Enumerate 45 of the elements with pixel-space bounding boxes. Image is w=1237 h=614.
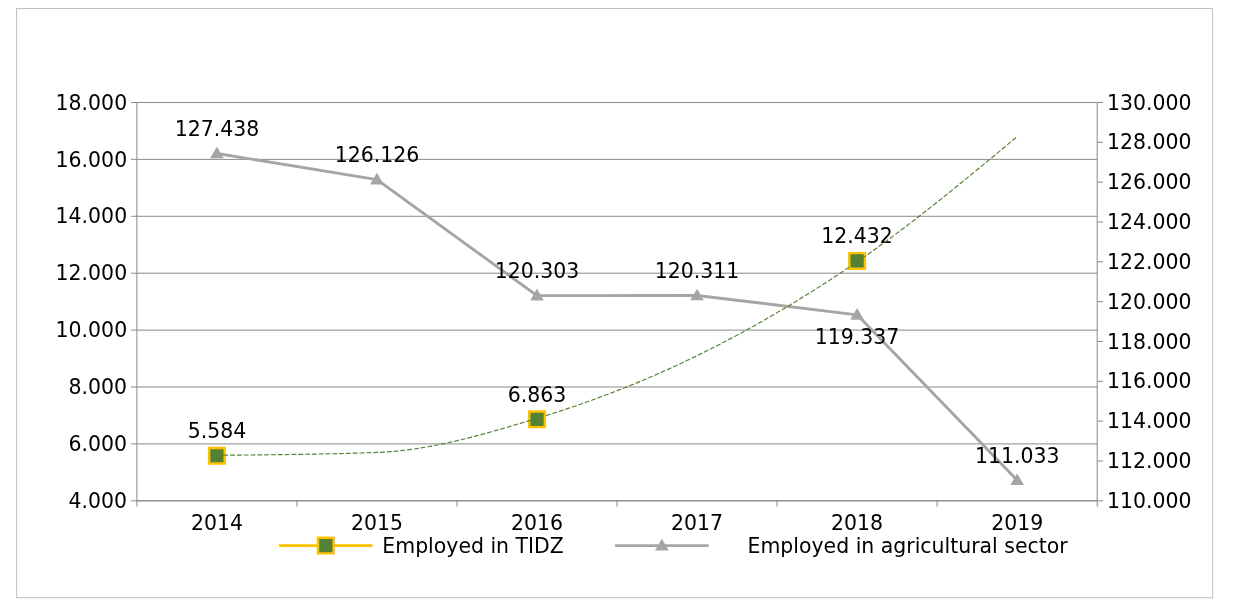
point	[528, 410, 547, 429]
data-label: 126.126	[334, 143, 420, 168]
x-tick-label: 2017	[671, 511, 724, 536]
point	[207, 446, 226, 465]
point	[210, 146, 224, 159]
y2-tick-label: 120.000	[1106, 289, 1192, 314]
data-label: 111.033	[974, 443, 1060, 468]
y-tick-label: 4.000	[68, 488, 128, 513]
y-tick-label: 12.000	[55, 261, 128, 286]
y2-tick-label: 116.000	[1106, 369, 1192, 394]
y2-tick-label: 128.000	[1106, 130, 1192, 155]
x-tick-label: 2019	[991, 511, 1044, 536]
data-label: 12.432	[821, 224, 893, 249]
point	[370, 172, 384, 185]
y2-tick-label: 130.000	[1106, 90, 1192, 115]
point	[530, 288, 544, 301]
y2-tick-label: 112.000	[1106, 449, 1192, 474]
x-tick-label: 2016	[511, 511, 564, 536]
y-tick-label: 6.000	[68, 432, 128, 457]
point	[848, 251, 867, 270]
y2-tick-label: 118.000	[1106, 329, 1192, 354]
data-label: 120.303	[494, 259, 580, 284]
point	[850, 308, 864, 320]
y2-tick-label: 126.000	[1106, 170, 1192, 195]
y2-tick-label: 110.000	[1106, 488, 1192, 513]
y-tick-label: 10.000	[55, 318, 128, 343]
data-label: 6.863	[507, 382, 567, 407]
y2-tick-label: 122.000	[1106, 249, 1192, 274]
data-label: 127.438	[174, 116, 260, 141]
point	[690, 288, 704, 301]
x-tick-label: 2015	[350, 511, 403, 536]
y2-tick-label: 124.000	[1106, 210, 1192, 235]
data-label: 120.311	[654, 258, 740, 283]
legend-label: Employed in agricultural sector	[747, 533, 1069, 558]
point	[1010, 473, 1024, 486]
y-tick-label: 16.000	[55, 147, 128, 172]
legend-label: Employed in TIDZ	[382, 533, 564, 558]
y-tick-label: 14.000	[55, 204, 128, 229]
y-tick-label: 8.000	[68, 375, 128, 400]
data-label: 119.337	[814, 325, 900, 350]
y2-tick-label: 114.000	[1106, 409, 1192, 434]
data-label: 5.584	[187, 419, 247, 444]
y-tick-label: 18.000	[55, 90, 128, 115]
x-tick-label: 2014	[190, 511, 243, 536]
x-tick-label: 2018	[831, 511, 884, 536]
